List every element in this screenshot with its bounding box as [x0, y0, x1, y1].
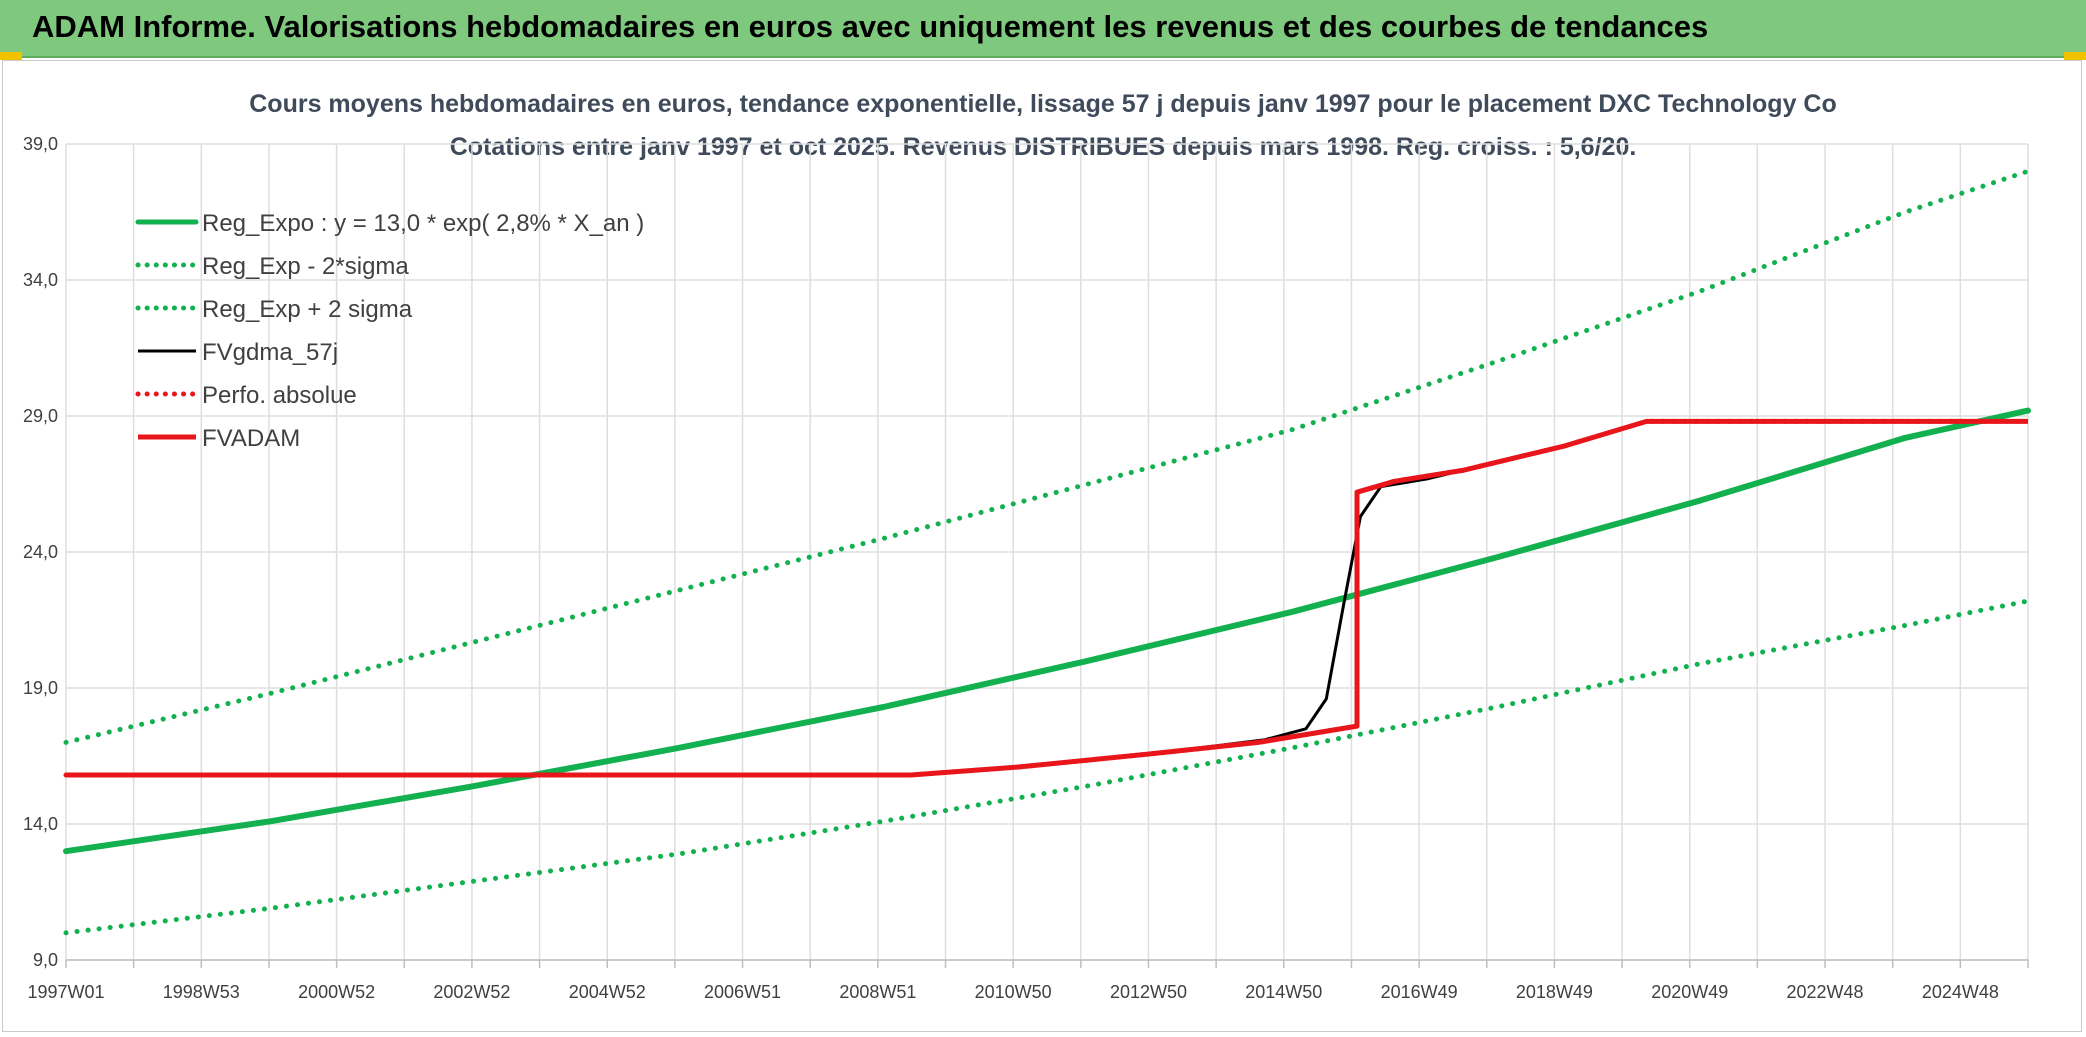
x-tick-label: 2012W50	[1110, 982, 1187, 1002]
x-tick-label: 2000W52	[298, 982, 375, 1002]
chart-subtitle: Cotations entre janv 1997 et oct 2025. R…	[450, 133, 1637, 161]
series-line	[66, 418, 2028, 778]
x-tick-label: 2022W48	[1787, 982, 1864, 1002]
y-tick-label: 19,0	[23, 678, 58, 698]
x-tick-label: 2020W49	[1651, 982, 1728, 1002]
x-tick-label: 1997W01	[27, 982, 104, 1002]
x-tick-label: 2016W49	[1381, 982, 1458, 1002]
x-tick-label: 2008W51	[839, 982, 916, 1002]
series-line	[63, 407, 2031, 855]
y-tick-label: 14,0	[23, 814, 58, 834]
corner-accent-left	[0, 52, 22, 60]
legend: Reg_Expo : y = 13,0 * exp( 2,8% * X_an )…	[135, 210, 644, 452]
x-tick-label: 2010W50	[975, 982, 1052, 1002]
legend-label: Perfo. absolue	[202, 382, 357, 409]
report-title: ADAM Informe. Valorisations hebdomadaire…	[32, 9, 1709, 44]
x-tick-label: 2014W50	[1245, 982, 1322, 1002]
legend-label: FVADAM	[202, 425, 300, 452]
x-tick-label: 2002W52	[433, 982, 510, 1002]
legend-label: Reg_Exp - 2*sigma	[202, 253, 409, 280]
legend-label: FVgdma_57j	[202, 339, 338, 366]
corner-accent-right	[2064, 52, 2086, 60]
series-lines	[63, 168, 2031, 936]
chart-title: Cours moyens hebdomadaires en euros, ten…	[249, 90, 1837, 118]
chart-frame	[2, 60, 2082, 1032]
x-tick-label: 2004W52	[569, 982, 646, 1002]
y-tick-label: 24,0	[23, 542, 58, 562]
series-line	[63, 168, 2031, 745]
legend-label: Reg_Expo : y = 13,0 * exp( 2,8% * X_an )	[202, 210, 644, 237]
x-tick-label: 1998W53	[163, 982, 240, 1002]
series-line	[63, 418, 2031, 778]
grid	[65, 143, 2029, 961]
y-tick-label: 34,0	[23, 270, 58, 290]
y-tick-label: 9,0	[33, 950, 58, 970]
y-tick-label: 39,0	[23, 134, 58, 154]
x-tick-label: 2006W51	[704, 982, 781, 1002]
legend-label: Reg_Exp + 2 sigma	[202, 296, 413, 323]
x-tick-label: 2024W48	[1922, 982, 1999, 1002]
y-tick-label: 29,0	[23, 406, 58, 426]
x-tick-label: 2018W49	[1516, 982, 1593, 1002]
report-banner: ADAM Informe. Valorisations hebdomadaire…	[0, 0, 2086, 58]
axes: 9,0 14,0 19,0 24,0 29,0 34,0 39,0 1997W01 1998W5…	[23, 134, 2029, 1002]
series-line	[66, 419, 2028, 777]
series-line	[63, 598, 2031, 936]
